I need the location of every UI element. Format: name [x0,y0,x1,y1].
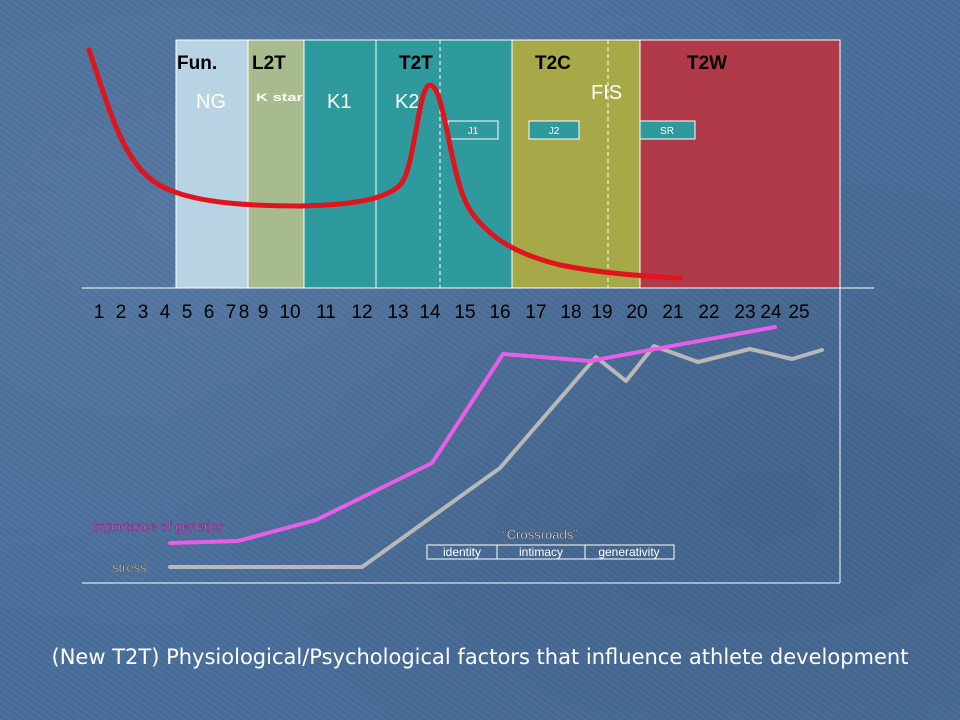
label-k1: K1 [327,91,351,113]
age-number: 2 [116,302,127,323]
stress-label: stress [112,560,147,575]
age-number: 21 [662,302,683,323]
age-number: 4 [160,302,171,323]
genetics-line [168,325,777,545]
age-number: 9 [258,302,269,323]
l2t-stage-band [247,39,305,289]
header-t2c: T2C [535,53,571,74]
label-k2: K2 [395,91,419,113]
box-j1: J1 [468,126,479,137]
age-number: 3 [138,302,149,323]
t2t-stage-band-k1 [303,39,377,289]
age-number: 23 [734,302,755,323]
age-number: 12 [351,302,372,323]
age-number: 5 [182,302,193,323]
crossroads-intimacy: intimacy [519,545,563,559]
fun-stage-band [175,39,249,289]
stage-panel: Fun. L2T T2T T2C T2W NG K star K1 K2 FIS… [82,39,874,289]
t2c-stage-band [511,39,641,289]
box-sr: SR [660,126,674,137]
genetics-label: Importance of genetics [92,519,224,534]
t2t-stage-band-k2 [375,39,513,289]
age-number: 7 [226,302,237,323]
age-number: 25 [788,302,809,323]
age-number: 8 [239,302,250,323]
age-number: 14 [419,302,441,323]
age-number: 15 [454,302,475,323]
age-number: 20 [626,302,647,323]
age-number: 16 [489,302,510,323]
box-j2-bg [528,120,580,140]
box-sr-bg [639,120,696,140]
crossroads-generativity: generativity [598,545,659,559]
label-fis: FIS [591,82,622,104]
age-number: 17 [525,302,546,323]
age-number: 10 [279,302,300,323]
age-number: 11 [316,302,336,323]
age-number: 13 [387,302,408,323]
header-t2w: T2W [687,53,727,74]
development-curve [86,47,683,281]
age-axis: 1 2 3 4 5 6 7 8 9 10 11 12 13 14 15 16 1… [94,302,810,323]
slide-caption: (New T2T) Physiological/Psychological fa… [51,645,909,669]
header-l2t: L2T [252,53,286,74]
age-number: 19 [591,302,612,323]
crossroads-identity: identity [443,545,481,559]
age-number: 6 [204,302,215,323]
label-ng: NG [196,91,226,113]
stress-line [168,344,824,569]
age-number: 24 [760,302,782,323]
crossroads-title: “Crossroads” [502,527,577,542]
age-number: 1 [94,302,105,323]
label-k-star: K star [256,92,304,104]
box-j2: J2 [549,126,560,137]
header-fun: Fun. [177,53,217,74]
age-number: 22 [698,302,719,323]
header-t2t: T2T [399,53,433,74]
crossroads-generativity-box [584,544,675,560]
t2w-stage-band [639,39,841,289]
age-number: 18 [560,302,581,323]
factors-panel: Importance of genetics stress “Crossroad… [82,288,841,584]
